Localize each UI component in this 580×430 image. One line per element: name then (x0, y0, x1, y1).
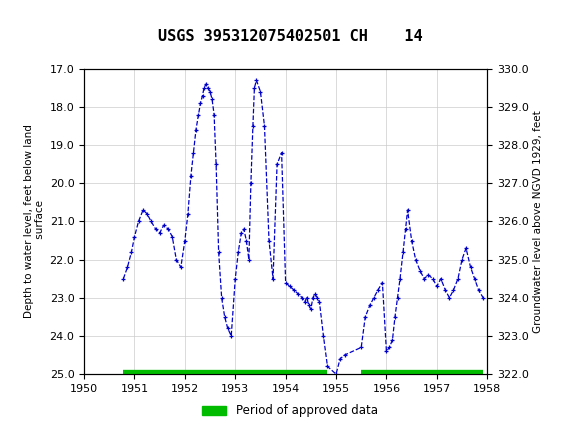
Legend: Period of approved data: Period of approved data (198, 399, 382, 422)
Bar (5, 5, 48, 35)
Y-axis label: Groundwater level above NGVD 1929, feet: Groundwater level above NGVD 1929, feet (533, 110, 543, 333)
Text: USGS: USGS (54, 11, 105, 29)
Text: USGS 395312075402501 CH    14: USGS 395312075402501 CH 14 (158, 29, 422, 44)
Y-axis label: Depth to water level, feet below land
 surface: Depth to water level, feet below land su… (24, 125, 45, 318)
Bar (5, 5, 24, 35)
